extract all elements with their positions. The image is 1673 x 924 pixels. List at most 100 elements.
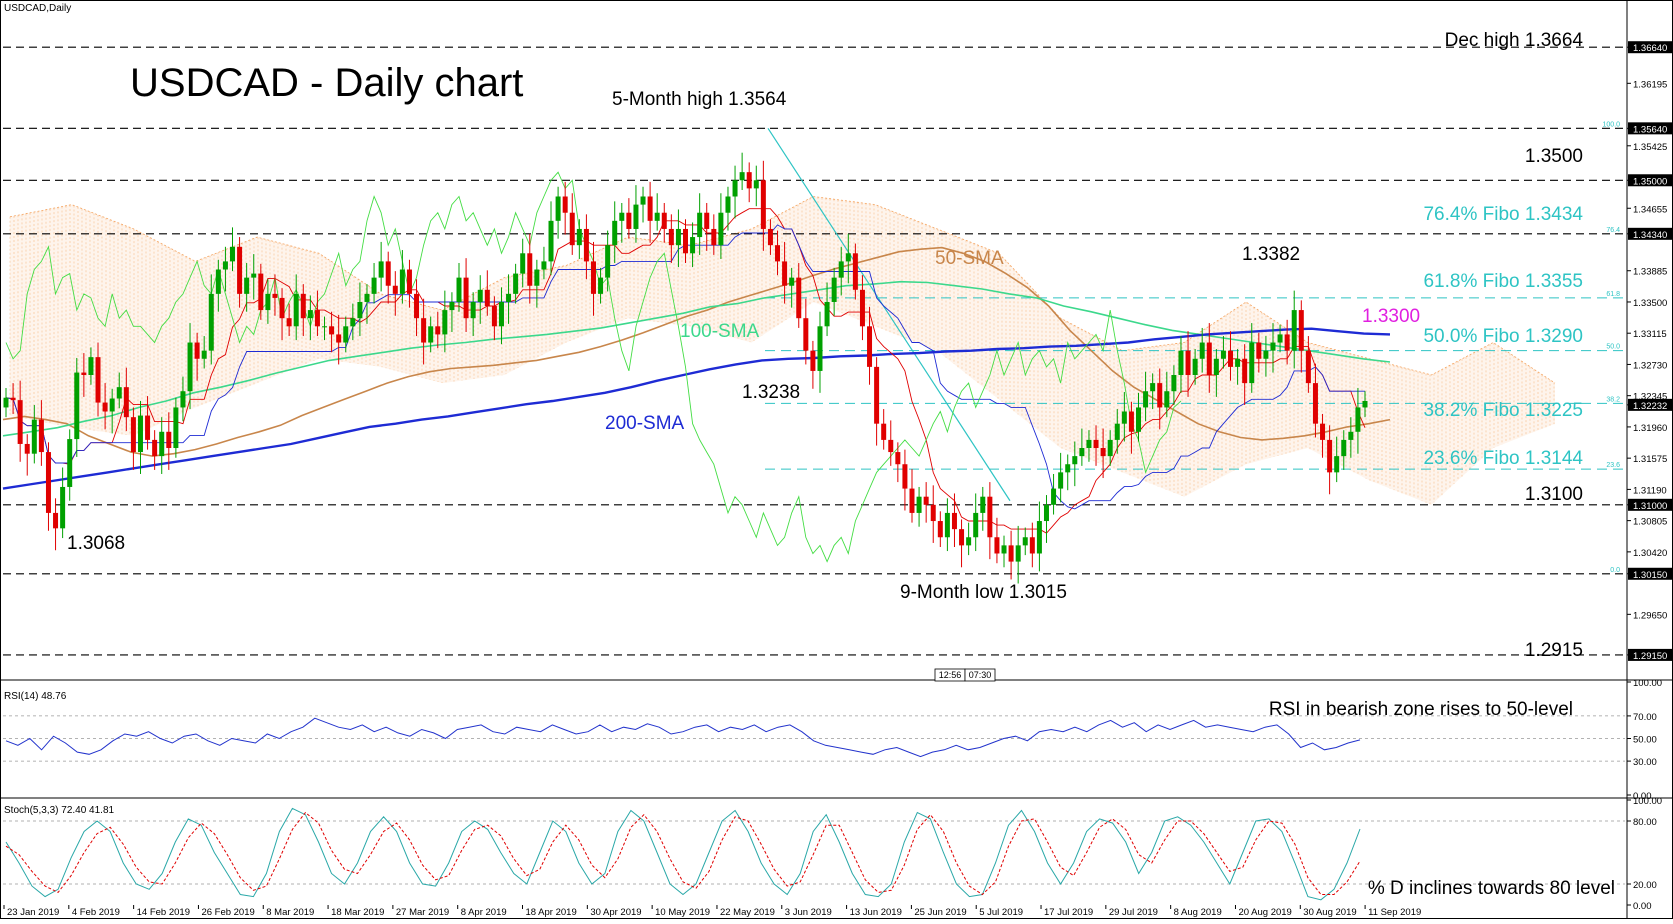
- panel-tick-label: 50.00: [1633, 735, 1657, 746]
- candle-body: [973, 512, 979, 538]
- candle-body: [265, 293, 271, 311]
- candle: [286, 303, 292, 337]
- candle: [1150, 373, 1156, 410]
- candle: [421, 298, 427, 365]
- candle: [88, 347, 94, 385]
- candle-body: [1065, 464, 1071, 473]
- candle: [916, 486, 922, 527]
- candle: [1362, 391, 1368, 418]
- candle-body: [987, 496, 993, 538]
- candle: [1036, 501, 1042, 572]
- candle-body: [1093, 439, 1099, 449]
- price-tag: [1628, 227, 1673, 240]
- time-tick-label: 23 Jan 2019: [7, 907, 59, 918]
- candle-body: [775, 245, 781, 262]
- time-tick-label: 29 Jul 2019: [1109, 907, 1158, 918]
- fibo-percent-label: 23.6: [1606, 462, 1620, 469]
- candle: [116, 372, 122, 409]
- candle: [123, 367, 129, 431]
- price-tick-label: 1.35000: [1633, 176, 1667, 187]
- candle-body: [1036, 521, 1042, 554]
- candle-body: [867, 326, 873, 367]
- time-tick-label: 27 Mar 2019: [396, 907, 449, 918]
- fibo-percent-label: 61.8: [1606, 291, 1620, 298]
- candle: [456, 263, 462, 312]
- candle: [173, 397, 179, 458]
- candle-body: [1022, 537, 1028, 546]
- candle-body: [166, 431, 172, 449]
- level-label-1-2915: 1.2915: [1525, 640, 1583, 661]
- candle: [1171, 365, 1177, 406]
- candle-body: [484, 289, 490, 307]
- candle: [987, 482, 993, 560]
- candle-body: [1143, 391, 1149, 408]
- candle-body: [293, 293, 299, 327]
- candle-body: [17, 400, 23, 444]
- candle-body: [930, 504, 936, 522]
- candle: [1107, 430, 1113, 466]
- candle-body: [491, 306, 497, 327]
- candle: [569, 193, 575, 255]
- candle-body: [74, 372, 80, 440]
- candle: [661, 202, 667, 243]
- candle: [1284, 319, 1290, 365]
- price-tag: [1628, 41, 1673, 54]
- price-tick-label: 1.36195: [1633, 79, 1667, 90]
- candle-body: [923, 496, 929, 505]
- candle: [53, 498, 59, 551]
- candle-body: [590, 261, 596, 294]
- candle: [385, 251, 391, 304]
- rsi-panel: 100.00 70.00 50.00 30.00 0.00: [3, 678, 1662, 802]
- candle: [654, 193, 660, 231]
- candle-body: [874, 366, 880, 424]
- candle: [1199, 327, 1205, 373]
- candle-body: [1256, 342, 1262, 359]
- candle-body: [230, 246, 235, 262]
- candle-body: [81, 372, 87, 375]
- candle: [17, 380, 23, 462]
- candle: [428, 316, 434, 353]
- candle: [767, 219, 773, 255]
- candle: [222, 246, 228, 292]
- level-label-fibo-23: 23.6% Fibo 1.3144: [1423, 448, 1583, 469]
- candle-body: [392, 285, 398, 294]
- price-tick-label: 1.29150: [1633, 651, 1667, 662]
- candle-body: [1043, 504, 1049, 522]
- candle: [1022, 527, 1028, 556]
- candle: [272, 274, 278, 316]
- candle: [392, 271, 398, 316]
- price-tick-label: 1.30805: [1633, 517, 1667, 528]
- candle: [1043, 495, 1049, 543]
- candle: [782, 241, 788, 304]
- candle: [1143, 371, 1149, 422]
- level-label-9m-low: 9-Month low 1.3015: [900, 582, 1067, 603]
- candle: [760, 160, 766, 251]
- candle-body: [180, 391, 186, 408]
- candle: [541, 246, 547, 280]
- candle: [237, 237, 243, 308]
- candle: [1086, 430, 1092, 462]
- candle: [95, 342, 101, 417]
- candle-body: [3, 397, 9, 408]
- candle-body: [38, 419, 44, 453]
- candle: [513, 263, 519, 304]
- candle: [746, 162, 752, 203]
- price-tick-label: 1.31960: [1633, 423, 1667, 434]
- time-tick-label: 20 Aug 2019: [1238, 907, 1291, 918]
- candle-body: [343, 326, 349, 343]
- annot-100-sma: 100-SMA: [680, 321, 760, 342]
- candle: [414, 279, 420, 337]
- candle-body: [668, 228, 674, 246]
- candle: [994, 517, 1000, 564]
- candle: [187, 323, 193, 410]
- candle: [1029, 522, 1035, 568]
- candle: [159, 417, 165, 474]
- panel-tick-label: 30.00: [1633, 757, 1657, 768]
- candle: [491, 296, 497, 341]
- panel-tick-label: 70.00: [1633, 712, 1657, 723]
- candle-body: [1164, 391, 1170, 408]
- candle: [31, 405, 37, 464]
- candle: [803, 298, 809, 365]
- candle-body: [435, 326, 441, 335]
